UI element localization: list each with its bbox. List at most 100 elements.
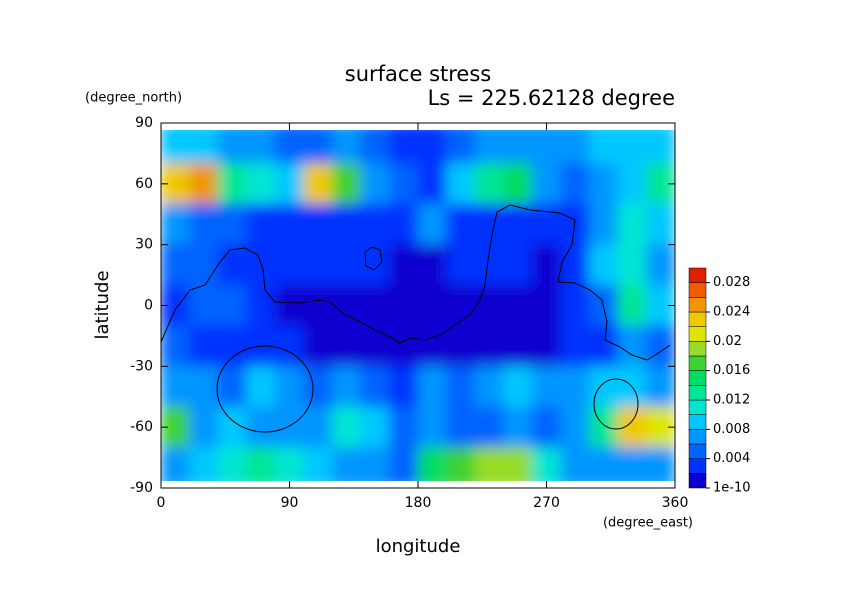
y-tick-label: 0 (144, 298, 153, 314)
cell (217, 244, 248, 286)
cell (560, 446, 590, 481)
x-tick-label: 180 (405, 495, 432, 511)
cell (360, 284, 390, 327)
cell (474, 406, 505, 448)
cell (417, 203, 448, 246)
cell (531, 284, 562, 327)
cell (417, 365, 448, 408)
cell (274, 325, 305, 367)
chart-title: surface stress (345, 62, 491, 86)
colorbar-label: 1e-10 (713, 481, 751, 496)
cell (388, 163, 419, 205)
field (161, 130, 675, 481)
cell (246, 130, 276, 165)
cell (360, 203, 390, 246)
cell (503, 365, 533, 408)
cell (189, 244, 219, 286)
colorbar-band (688, 458, 707, 474)
cell (331, 130, 362, 165)
cell (531, 365, 562, 408)
cell (560, 203, 590, 246)
cell (274, 163, 305, 205)
cell (246, 406, 276, 448)
y-tick-label: -90 (130, 480, 153, 496)
cell (645, 203, 675, 246)
cell (189, 406, 219, 448)
colorbar-band (688, 326, 707, 342)
colorbar-band (688, 297, 707, 313)
cell (503, 325, 533, 367)
cell (331, 284, 362, 327)
cell (560, 163, 590, 205)
cell (217, 365, 248, 408)
cell (588, 203, 619, 246)
cell (331, 325, 362, 367)
cell (446, 163, 476, 205)
cell (617, 203, 647, 246)
cell (217, 325, 248, 367)
cell (503, 244, 533, 286)
cell (417, 284, 448, 327)
cell (217, 203, 248, 246)
cell (531, 163, 562, 205)
colorbar-label: 0.016 (713, 363, 750, 378)
cell (274, 203, 305, 246)
cell (189, 446, 219, 481)
cell (446, 203, 476, 246)
cell (417, 163, 448, 205)
cell (560, 325, 590, 367)
colorbar-label: 0.012 (713, 393, 750, 408)
cell (274, 365, 305, 408)
cell (474, 163, 505, 205)
colorbar-band (688, 443, 707, 459)
cell (560, 130, 590, 165)
cell (446, 284, 476, 327)
x-tick-label: 360 (662, 495, 689, 511)
cell (189, 203, 219, 246)
y-tick-label: 60 (135, 176, 153, 192)
cell (588, 244, 619, 286)
topo-outline (593, 378, 639, 430)
cell (474, 203, 505, 246)
cell (360, 406, 390, 448)
colorbar-label: 0.004 (713, 451, 750, 466)
colorbar-label: 0.008 (713, 422, 750, 437)
cell (331, 203, 362, 246)
cell (617, 163, 647, 205)
cell (246, 163, 276, 205)
cell (303, 203, 333, 246)
cell (246, 365, 276, 408)
cell (303, 406, 333, 448)
cell (303, 244, 333, 286)
cell (588, 163, 619, 205)
cell (274, 130, 305, 165)
cell (588, 446, 619, 481)
y-tick-label: 90 (135, 115, 153, 131)
cell (417, 244, 448, 286)
cell (360, 325, 390, 367)
colorbar-band (688, 473, 707, 489)
cell (503, 130, 533, 165)
cell (503, 203, 533, 246)
colorbar-band (688, 341, 707, 357)
topo-outline (216, 345, 314, 433)
cell (331, 163, 362, 205)
cell (161, 130, 191, 165)
cell (161, 325, 191, 367)
cell (645, 325, 675, 367)
cell (645, 365, 675, 408)
topo-outline (160, 204, 671, 361)
y-tick-label: -30 (130, 358, 153, 374)
cell (161, 244, 191, 286)
cell (217, 130, 248, 165)
cell (645, 446, 675, 481)
cell (161, 446, 191, 481)
cell (246, 446, 276, 481)
colorbar-label: 0.02 (713, 334, 742, 349)
colorbar-label: 0.024 (713, 305, 750, 320)
cell (303, 365, 333, 408)
x-tick-label: 270 (533, 495, 560, 511)
y-tick-label: 30 (135, 237, 153, 253)
colorbar-band (688, 267, 707, 283)
